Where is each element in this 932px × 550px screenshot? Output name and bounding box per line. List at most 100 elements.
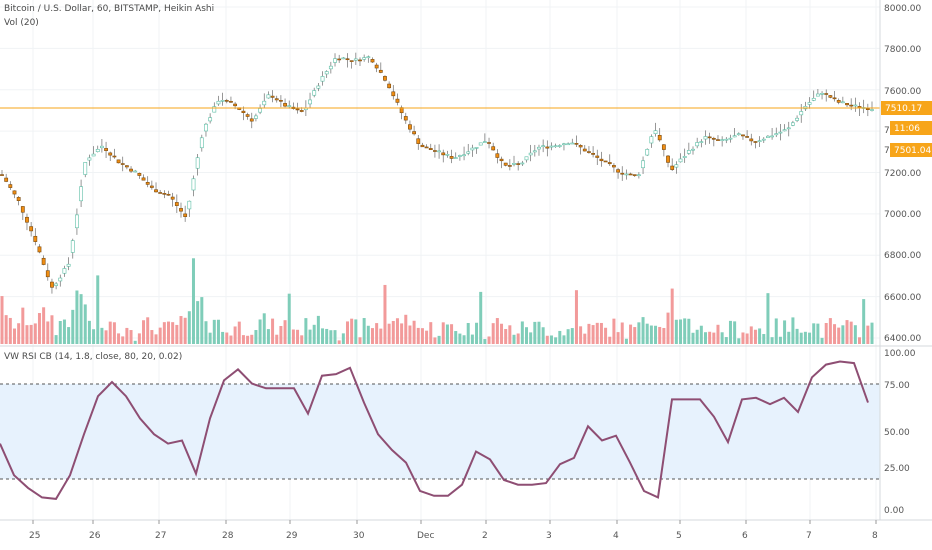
volume-bar <box>483 339 487 344</box>
candle-body <box>853 104 858 107</box>
volume-bar <box>142 320 146 344</box>
volume-bar <box>425 330 429 344</box>
candle-body <box>20 206 25 213</box>
volume-bar <box>437 335 441 344</box>
volume-bar <box>304 318 308 344</box>
volume-bar <box>812 323 816 344</box>
volume-bar <box>787 331 791 344</box>
candle-body <box>786 127 791 130</box>
candle-body <box>703 136 708 140</box>
volume-bar <box>366 325 370 344</box>
candle-body <box>670 165 675 170</box>
volume-bar <box>774 318 778 344</box>
volume-bar <box>150 330 154 344</box>
candle-body <box>283 103 287 107</box>
candle-body <box>778 131 783 134</box>
volume-bar <box>283 320 287 344</box>
volume-bar <box>404 314 408 344</box>
volume-bar <box>29 324 33 344</box>
candle-body <box>274 98 279 101</box>
candle-body <box>29 226 34 232</box>
candle-body <box>516 163 521 165</box>
volume-bar <box>708 331 712 344</box>
candle-body <box>524 156 529 161</box>
candle-body <box>224 100 229 102</box>
volume-bar <box>408 325 412 344</box>
candle-body <box>33 235 38 242</box>
candle-body <box>328 65 333 70</box>
price-badges: 7510.17 7 11:06 7 7501.04 <box>881 101 932 157</box>
candle-body <box>25 216 29 223</box>
volume-bar <box>475 322 479 344</box>
candle-body <box>208 117 213 122</box>
candle-body <box>578 145 583 148</box>
candle-body <box>770 135 774 138</box>
volume-bar <box>762 334 766 344</box>
candle-body <box>728 137 733 140</box>
volume-bar <box>133 340 137 344</box>
volume-bar <box>679 319 683 344</box>
rsi-label: 25.00 <box>884 464 910 474</box>
volume-bar <box>179 316 183 344</box>
candle-body <box>474 147 479 149</box>
candle-body <box>245 114 250 117</box>
candle-body <box>520 162 525 165</box>
candle-body <box>8 184 13 188</box>
candle-body <box>795 117 799 121</box>
volume-bar <box>154 334 158 344</box>
rsi-scale[interactable]: 100.00 75.00 50.00 25.00 0.00 <box>884 349 916 516</box>
volume-bars <box>0 258 874 344</box>
candle-body <box>312 90 317 96</box>
candle-body <box>840 101 845 104</box>
volume-bar <box>699 325 703 344</box>
candle-body <box>549 145 554 148</box>
volume-bar <box>712 332 716 344</box>
candle-body <box>333 58 337 63</box>
volume-bar <box>221 331 225 344</box>
volume-bar <box>566 329 570 344</box>
candle-body <box>449 156 454 159</box>
candle-body <box>216 100 221 105</box>
volume-bar <box>254 330 258 344</box>
time-label: 25 <box>29 531 40 541</box>
time-label: 6 <box>742 531 748 541</box>
price-badge-text: 7510.17 <box>885 104 922 114</box>
volume-bar <box>391 320 395 344</box>
volume-bar <box>670 288 674 344</box>
candle-body <box>470 147 475 151</box>
price-scale[interactable]: 8000.00 7800.00 7600.00 7200.00 7000.00 … <box>884 4 921 344</box>
volume-bar <box>833 324 837 344</box>
volume-bar <box>629 324 633 344</box>
price-label: 7200.00 <box>884 169 921 179</box>
candle-body <box>287 105 292 107</box>
volume-bar <box>683 318 687 344</box>
candle-body <box>478 142 483 146</box>
candle-body <box>495 153 500 158</box>
volume-legend: Vol (20) <box>4 18 39 28</box>
volume-bar <box>458 333 462 344</box>
candle-body <box>316 85 321 89</box>
volume-bar <box>724 337 728 344</box>
volume-bar <box>574 290 578 344</box>
candle-body <box>732 135 737 138</box>
volume-bar <box>853 325 857 344</box>
volume-bar <box>329 330 333 344</box>
candle-body <box>199 137 204 149</box>
time-axis[interactable]: 25 26 27 28 29 30 Dec 2 3 4 5 6 7 8 <box>29 520 878 541</box>
volume-bar <box>595 322 599 344</box>
volume-bar <box>62 319 66 344</box>
volume-bar <box>858 337 862 344</box>
time-label: 27 <box>155 531 166 541</box>
volume-bar <box>100 327 104 344</box>
volume-bar <box>167 321 171 344</box>
candle-body <box>466 151 471 154</box>
volume-bar <box>529 332 533 344</box>
candle-body <box>370 59 375 63</box>
candle-body <box>612 165 616 168</box>
candle-body <box>358 59 362 62</box>
candle-body <box>661 144 666 150</box>
candle-body <box>741 134 745 137</box>
candle-body <box>553 145 558 148</box>
candle-body <box>824 93 829 95</box>
